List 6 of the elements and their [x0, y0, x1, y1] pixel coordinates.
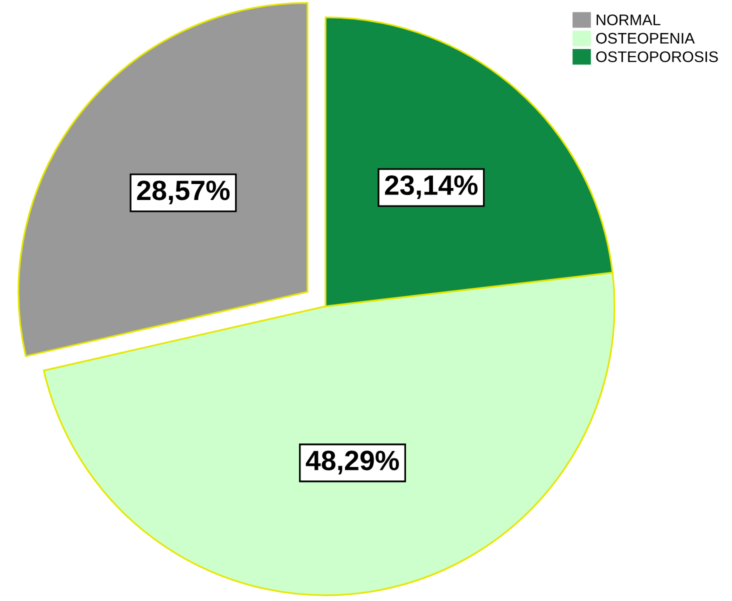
legend-label: OSTEOPENIA: [596, 32, 695, 44]
data-label: 48,29%: [306, 450, 399, 474]
data-label: 23,14%: [385, 175, 478, 200]
legend-label: NORMAL: [596, 14, 660, 26]
legend-label: OSTEOPOROSIS: [596, 51, 718, 62]
data-label: 28,57%: [137, 180, 230, 204]
